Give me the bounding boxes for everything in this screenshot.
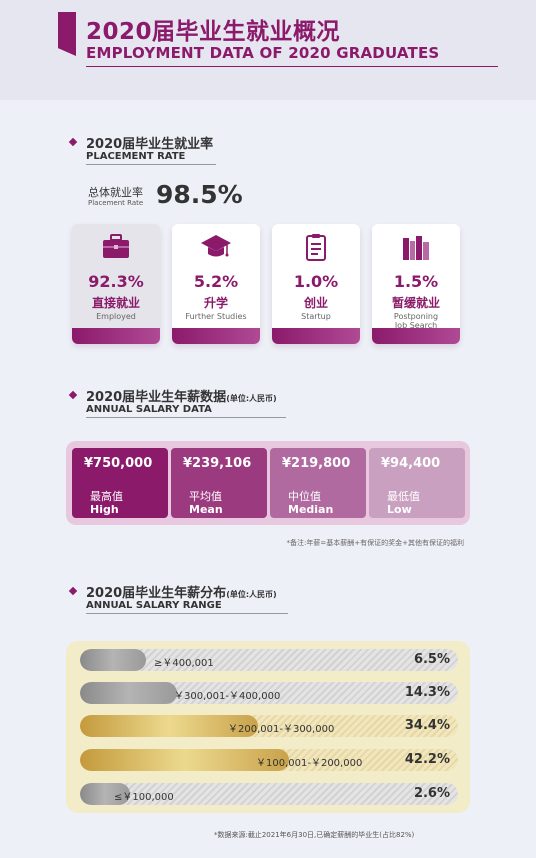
card-value: 5.2% [193, 272, 239, 291]
graduation-cap-icon [201, 235, 231, 257]
range-fill [80, 715, 258, 737]
card-label-cn: 直接就业 [91, 296, 140, 310]
header-divider [86, 66, 498, 67]
clipboard-icon [306, 234, 326, 261]
salary-mean: ¥239,106 平均值 Mean [171, 448, 267, 518]
placement-title-cn: 2020届毕业生就业率 [86, 137, 214, 152]
range-title-en: ANNUAL SALARY RANGE [86, 600, 222, 611]
card-employed: 92.3% 直接就业 Employed [72, 224, 160, 344]
salary-value: ¥219,800 [282, 456, 351, 471]
range-fill [80, 749, 289, 771]
overall-value: 98.5% [156, 180, 243, 209]
overall-label-en: Placement Rate [88, 199, 144, 207]
placement-title-underline [86, 164, 216, 165]
salary-high: ¥750,000 最高值 High [72, 448, 168, 518]
range-title-cn: 2020届毕业生年薪分布(单位:人民币) [86, 586, 277, 601]
range-row: ￥300,001-￥400,000 14.3% [80, 682, 458, 704]
range-label: ￥100,001-￥200,000 [256, 758, 363, 769]
card-label-en: Employed [96, 312, 136, 321]
card-postponing: 1.5% 暂缓就业 Postponing Job Search [372, 224, 460, 344]
salary-value: ¥750,000 [84, 456, 153, 471]
range-label: ≤￥100,000 [114, 792, 174, 803]
range-title-unit: (单位:人民币) [226, 590, 277, 599]
range-fill [80, 649, 146, 671]
card-footer-strip [172, 328, 260, 344]
range-pct: 6.5% [413, 652, 450, 667]
page-header: 2020届毕业生就业概况 EMPLOYMENT DATA OF 2020 GRA… [0, 0, 536, 100]
card-label-en: Postponing Job Search [393, 312, 439, 330]
salary-value: ¥239,106 [183, 456, 252, 471]
range-pct: 2.6% [413, 786, 450, 801]
salary-label-en: Mean [189, 503, 223, 516]
card-label-cn: 暂缓就业 [391, 296, 440, 310]
briefcase-icon [103, 234, 129, 258]
placement-title-en: PLACEMENT RATE [86, 151, 186, 162]
range-label: ￥200,001-￥300,000 [228, 724, 335, 735]
range-title-underline [86, 613, 288, 614]
range-label: ￥300,001-￥400,000 [174, 691, 281, 702]
card-startup: 1.0% 创业 Startup [272, 224, 360, 344]
card-footer-strip [272, 328, 360, 344]
card-footer-strip [72, 328, 160, 344]
diamond-bullet-icon [68, 390, 78, 400]
card-further-studies: 5.2% 升学 Further Studies [172, 224, 260, 344]
salary-label-cn: 平均值 [189, 490, 222, 503]
diamond-bullet-icon [68, 137, 78, 147]
salary-low: ¥94,400 最低值 Low [369, 448, 465, 518]
card-value: 1.5% [393, 272, 439, 291]
range-row: ￥200,001-￥300,000 34.4% [80, 715, 458, 737]
range-fill [80, 783, 131, 805]
salary-title-unit: (单位:人民币) [226, 394, 277, 403]
range-fill [80, 682, 178, 704]
card-value: 1.0% [293, 272, 339, 291]
range-label: ≥￥400,001 [154, 658, 214, 669]
page-title: 2020届毕业生就业概况 [86, 19, 341, 45]
card-footer-strip [372, 328, 460, 344]
salary-note: *备注:年薪=基本薪酬+有保证的奖金+其他有保证的福利 [286, 539, 464, 547]
salary-label-cn: 中位值 [288, 490, 321, 503]
salary-label-en: Median [288, 503, 334, 516]
card-label-cn: 升学 [203, 296, 228, 310]
range-pct: 42.2% [404, 752, 450, 767]
diamond-bullet-icon [68, 586, 78, 596]
salary-title-underline [86, 417, 286, 418]
card-label-cn: 创业 [303, 296, 328, 310]
salary-label-cn: 最高值 [90, 490, 123, 503]
salary-label-cn: 最低值 [387, 490, 420, 503]
header-accent-bar [58, 12, 76, 56]
range-row: ≤￥100,000 2.6% [80, 783, 458, 805]
overall-label-cn: 总体就业率 [88, 186, 143, 199]
range-pct: 14.3% [404, 685, 450, 700]
salary-title-en: ANNUAL SALARY DATA [86, 404, 212, 415]
salary-title-cn: 2020届毕业生年薪数据(单位:人民币) [86, 390, 277, 405]
salary-value: ¥94,400 [381, 456, 441, 471]
card-label-en: Further Studies [185, 312, 247, 321]
source-note: *数据来源:截止2021年6月30日,已确定薪酬的毕业生(占比82%) [214, 831, 415, 839]
card-value: 92.3% [88, 272, 144, 291]
books-icon [403, 236, 429, 260]
salary-median: ¥219,800 中位值 Median [270, 448, 366, 518]
range-row: ≥￥400,001 6.5% [80, 649, 458, 671]
page-subtitle: EMPLOYMENT DATA OF 2020 GRADUATES [86, 44, 440, 62]
range-pct: 34.4% [404, 718, 450, 733]
salary-label-en: Low [387, 503, 412, 516]
card-label-en: Startup [301, 312, 331, 321]
salary-label-en: High [90, 503, 119, 516]
range-row: ￥100,001-￥200,000 42.2% [80, 749, 458, 771]
